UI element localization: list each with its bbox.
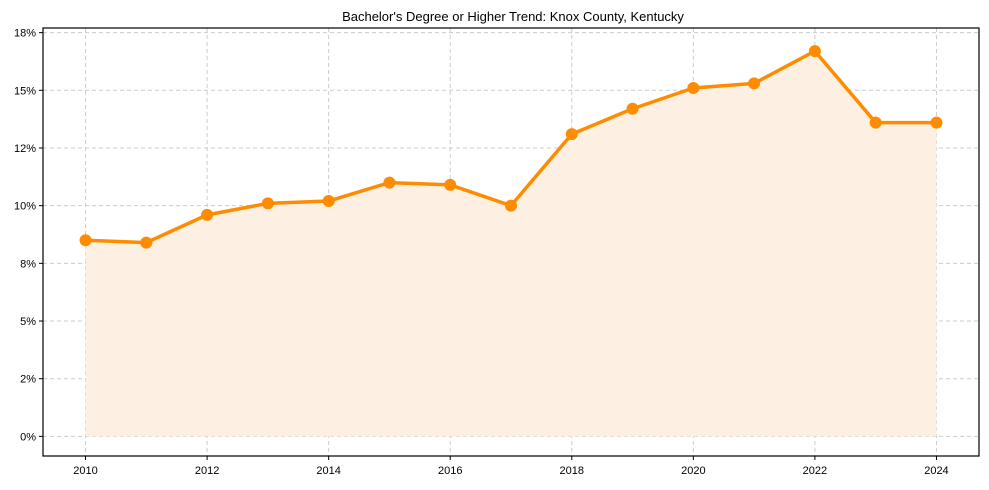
data-point [383,176,396,189]
data-point [687,81,700,94]
data-point [79,234,92,247]
x-tick-label: 2016 [438,465,462,477]
data-point [505,199,517,212]
x-tick-label: 2012 [195,465,219,477]
data-point [808,45,821,58]
data-point [869,116,882,129]
data-point [626,102,639,115]
y-tick-label: 5% [20,316,36,328]
x-tick-label: 2020 [681,465,705,477]
y-axis: 0% 2% 5% 8% 10% 12% 15% 18% [14,28,43,443]
data-markers [79,45,943,249]
data-point [140,236,153,249]
chart-title: Bachelor's Degree or Higher Trend: Knox … [342,9,684,24]
data-point [261,197,274,210]
data-point [444,178,457,191]
x-tick-label: 2024 [924,465,948,477]
x-axis: 2010 2012 2014 2016 2018 2020 2022 2024 [73,456,949,477]
plot-frame [42,27,980,457]
data-point [930,116,943,129]
x-tick-label: 2018 [560,465,584,477]
y-tick-label: 8% [20,258,36,270]
x-tick-label: 2014 [316,465,340,477]
data-point [322,195,335,208]
data-point [201,208,214,221]
area-fill [85,51,937,437]
x-tick-label: 2010 [73,465,97,477]
y-tick-label: 15% [14,85,36,97]
y-tick-label: 18% [14,28,36,40]
y-tick-label: 2% [20,374,36,386]
y-tick-label: 12% [14,143,36,155]
y-tick-label: 10% [14,201,36,213]
y-tick-label: 0% [20,431,36,443]
x-tick-label: 2022 [803,465,827,477]
data-point [565,128,578,141]
data-point [748,77,761,90]
